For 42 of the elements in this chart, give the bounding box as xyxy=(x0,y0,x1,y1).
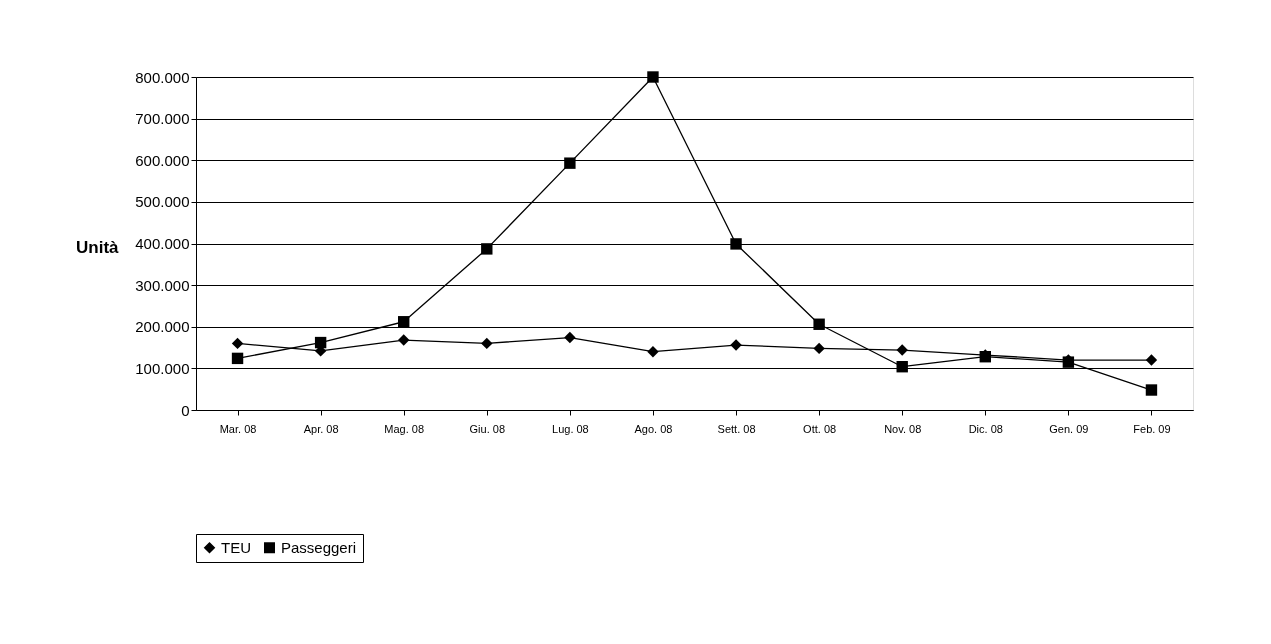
point xyxy=(896,361,908,373)
x-tick-label: Mag. 08 xyxy=(384,422,425,435)
point xyxy=(813,318,825,330)
y-tick-label: 700.000 xyxy=(135,110,190,128)
legend-label: TEU xyxy=(221,538,251,556)
point xyxy=(398,316,410,328)
point xyxy=(398,334,410,346)
legend-label: Passeggeri xyxy=(281,538,357,556)
y-tick-label: 800.000 xyxy=(135,68,190,86)
point xyxy=(481,243,493,255)
x-tick-label: Ago. 08 xyxy=(634,422,673,435)
point xyxy=(481,337,493,350)
point xyxy=(647,71,659,83)
x-tick-label: Sett. 08 xyxy=(717,422,756,435)
point xyxy=(896,344,908,356)
point xyxy=(647,346,659,358)
y-tick-label: 200.000 xyxy=(135,318,190,336)
y-tick-label: 400.000 xyxy=(135,235,190,252)
x-tick-label: Lug. 08 xyxy=(552,422,589,435)
point xyxy=(1145,354,1158,366)
x-tick-label: Feb. 09 xyxy=(1133,422,1171,435)
x-tick-label: Apr. 08 xyxy=(303,422,339,435)
x-tick-label: Gen. 09 xyxy=(1049,422,1089,435)
y-tick-label: 0 xyxy=(181,401,190,419)
point xyxy=(231,337,244,350)
x-tick-label: Mar. 08 xyxy=(219,422,257,435)
point xyxy=(813,342,825,355)
point xyxy=(231,352,244,365)
y-tick-label: 500.000 xyxy=(135,193,190,211)
x-tick-label: Dic. 08 xyxy=(968,422,1003,435)
y-axis-title: Unità xyxy=(76,237,120,257)
x-tick-label: Nov. 08 xyxy=(884,422,922,435)
point xyxy=(730,339,742,351)
x-tick-label: Giu. 08 xyxy=(469,422,506,435)
y-tick-label: 100.000 xyxy=(135,359,190,377)
point xyxy=(730,238,742,250)
y-tick-label: 300.000 xyxy=(135,276,190,294)
y-tick-label: 600.000 xyxy=(135,151,190,169)
point xyxy=(1145,384,1158,396)
x-tick-label: Ott. 08 xyxy=(803,422,837,435)
point xyxy=(564,157,576,169)
point xyxy=(564,331,576,344)
